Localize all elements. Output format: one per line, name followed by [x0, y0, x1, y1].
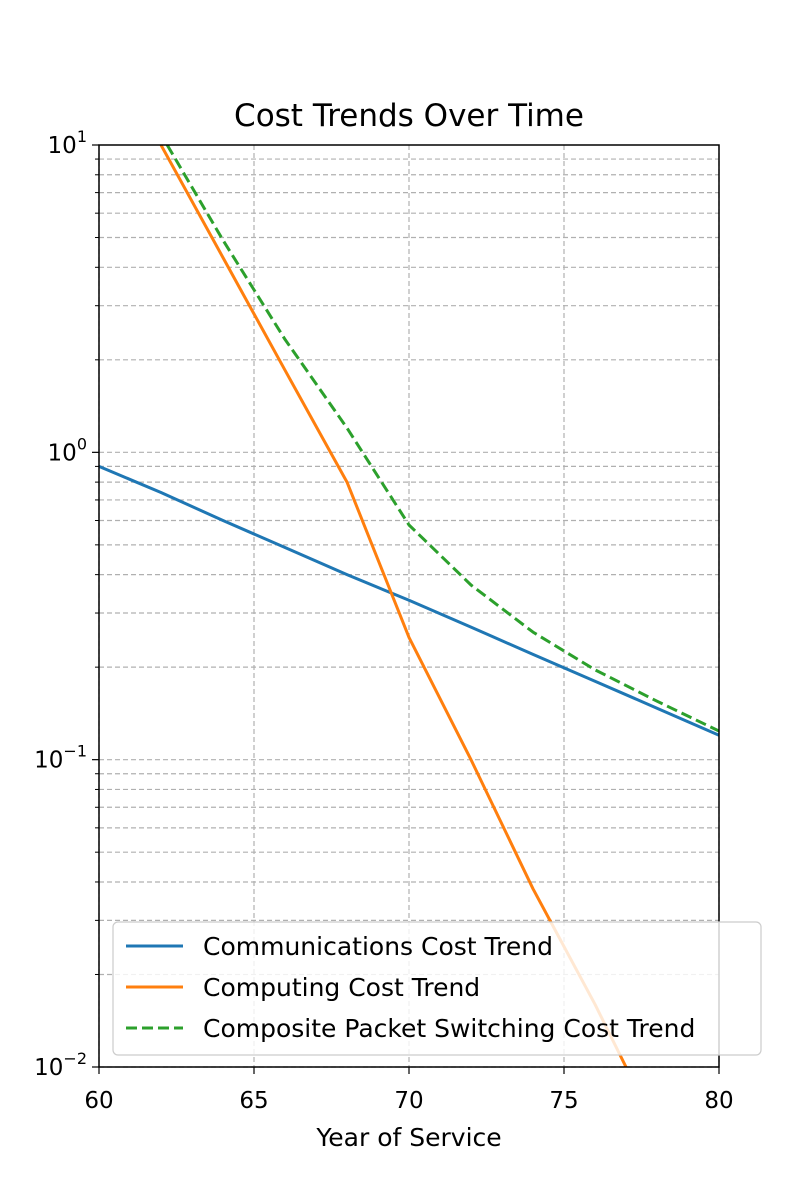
legend-label-2: Computing Cost Trend [203, 973, 480, 1002]
series-line-1 [99, 465, 719, 737]
y-tick-label: 10−1 [34, 742, 87, 774]
legend: Communications Cost Trend Computing Cost … [112, 921, 762, 1056]
x-tick-label: 60 [84, 1088, 113, 1114]
x-tick-label: 70 [394, 1088, 423, 1114]
y-tick-label: 101 [48, 127, 87, 159]
chart-title: Cost Trends Over Time [234, 98, 584, 134]
x-tick-label: 80 [704, 1088, 733, 1114]
x-axis: 60 65 70 75 80 [84, 1067, 734, 1114]
legend-label-1: Communications Cost Trend [203, 932, 553, 961]
legend-label-3: Composite Packet Switching Cost Trend [203, 1014, 695, 1043]
x-tick-label: 65 [239, 1088, 268, 1114]
legend-box [112, 921, 762, 1056]
x-axis-label: Year of Service [315, 1123, 501, 1152]
y-tick-label: 100 [48, 434, 87, 466]
x-tick-label: 75 [549, 1088, 578, 1114]
y-axis: 101 100 10−1 10−2 [34, 127, 99, 1081]
series-line-3 [165, 145, 719, 733]
y-tick-label: 10−2 [34, 1049, 87, 1081]
